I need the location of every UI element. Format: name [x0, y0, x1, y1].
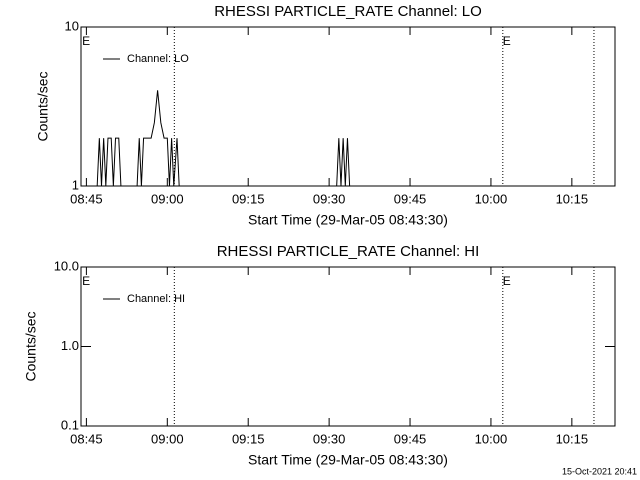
x-tick-label: 09:15	[232, 431, 265, 446]
x-axis-label: Start Time (29-Mar-05 08:43:30)	[248, 212, 448, 228]
x-tick-label: 09:00	[151, 431, 184, 446]
x-tick-label: 10:15	[556, 191, 589, 206]
chart-title: RHESSI PARTICLE_RATE Channel: LO	[214, 3, 482, 20]
x-tick-label: 09:30	[313, 431, 346, 446]
x-tick-label: 09:15	[232, 191, 265, 206]
legend-label: Channel: LO	[127, 53, 189, 65]
chart-title: RHESSI PARTICLE_RATE Channel: HI	[217, 243, 480, 260]
x-tick-label: 09:45	[394, 191, 427, 206]
annotation: E	[503, 274, 511, 288]
y-tick-label: 1	[72, 177, 79, 192]
y-axis-label: Counts/sec	[35, 71, 51, 141]
y-tick-label: 0.1	[61, 417, 79, 432]
legend-label: Channel: HI	[127, 293, 185, 305]
x-tick-label: 09:00	[151, 191, 184, 206]
x-tick-label: 09:45	[394, 431, 427, 446]
x-tick-label: 10:00	[475, 431, 508, 446]
y-axis-label: Counts/sec	[23, 311, 39, 381]
plot-frame	[80, 26, 616, 187]
data-line	[96, 90, 351, 187]
annotation: E	[82, 34, 90, 48]
y-tick-label: 10	[65, 18, 79, 33]
y-tick-label: 10.0	[54, 258, 79, 273]
x-tick-label: 10:15	[556, 431, 589, 446]
x-tick-label: 08:45	[70, 191, 103, 206]
x-tick-label: 08:45	[70, 431, 103, 446]
x-tick-label: 10:00	[475, 191, 508, 206]
annotation: E	[82, 274, 90, 288]
x-tick-label: 09:30	[313, 191, 346, 206]
annotation: E	[503, 34, 511, 48]
x-axis-label: Start Time (29-Mar-05 08:43:30)	[248, 452, 448, 468]
y-tick-label: 1.0	[61, 338, 79, 353]
footer: 15-Oct-2021 20:41	[562, 466, 637, 476]
